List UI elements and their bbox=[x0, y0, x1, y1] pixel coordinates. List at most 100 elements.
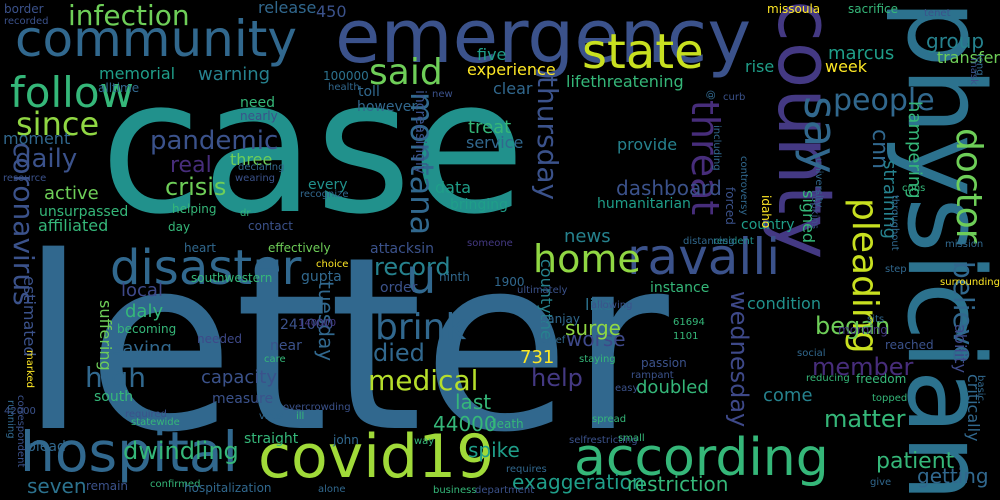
word-affiliated: affiliated bbox=[38, 216, 109, 235]
word-group: group bbox=[926, 29, 985, 53]
word-someone: someone bbox=[467, 238, 513, 249]
word-reducing: reducing bbox=[806, 373, 850, 384]
word-treat: treat bbox=[468, 117, 512, 138]
word-saying: saying bbox=[113, 338, 172, 359]
word-marcus: marcus bbox=[828, 43, 895, 64]
word-member: member bbox=[812, 353, 914, 381]
word-surrounding: surrounding bbox=[940, 277, 1000, 288]
word-doubled: doubled bbox=[636, 377, 709, 398]
word-seven: seven bbox=[27, 474, 87, 498]
word-matter: matter bbox=[824, 405, 906, 433]
word-country: country bbox=[741, 217, 795, 233]
word-high: high bbox=[85, 361, 147, 394]
word-chief: chief bbox=[541, 335, 566, 346]
word-wearing: wearing bbox=[235, 173, 276, 184]
word-helping: helping bbox=[172, 202, 217, 216]
word-news: news bbox=[564, 226, 611, 247]
word-remain: remain bbox=[86, 479, 129, 493]
word-department: department bbox=[475, 485, 535, 496]
word-community: community bbox=[15, 10, 297, 68]
word-humanitarian: humanitarian bbox=[597, 196, 691, 212]
word-southwestern: southwestern bbox=[191, 271, 273, 285]
word-worse: worse bbox=[566, 327, 626, 351]
word-health: health bbox=[328, 82, 360, 93]
word-experience: experience bbox=[467, 60, 556, 79]
word-medical: medical bbox=[368, 364, 479, 397]
word-including: including bbox=[711, 125, 722, 171]
word-doctor: doctor bbox=[948, 128, 989, 244]
word-need: need bbox=[240, 95, 275, 111]
word-capacity: capacity bbox=[201, 367, 277, 388]
word-crisis: crisis bbox=[165, 173, 227, 201]
word-thursday: thursday bbox=[531, 76, 564, 201]
word-disaster: disaster bbox=[110, 240, 302, 296]
word-alltime: alltime bbox=[98, 81, 140, 95]
word-dwindling: dwindling bbox=[123, 437, 239, 465]
word-death: death bbox=[489, 417, 524, 431]
word-record: record bbox=[374, 253, 451, 281]
word-bringing: bringing bbox=[450, 197, 508, 213]
word-100000: 100000 bbox=[323, 69, 369, 83]
word-local: local bbox=[121, 280, 163, 301]
word-according: according bbox=[574, 428, 829, 488]
word-condition: condition bbox=[747, 294, 821, 313]
word-exaggeration: exaggeration bbox=[512, 470, 645, 494]
word-hospitalization: hospitalization bbox=[184, 481, 272, 495]
word-surge: surge bbox=[565, 316, 621, 340]
word-last: last bbox=[455, 390, 492, 414]
word-memorial: memorial bbox=[99, 64, 176, 83]
word-suffering: suffering bbox=[96, 300, 115, 371]
word-42000: 42000 bbox=[4, 406, 36, 417]
word-throughout: throughout bbox=[889, 195, 900, 251]
word-sanjay: sanjay bbox=[541, 312, 580, 326]
word-daly: daly bbox=[125, 301, 164, 322]
word-confirmed: confirmed bbox=[150, 479, 201, 490]
word-recognize: recognize bbox=[300, 189, 349, 200]
word-south: south bbox=[94, 389, 134, 405]
word-controversy: controversy bbox=[738, 156, 749, 216]
word-44000: 44000 bbox=[433, 412, 497, 436]
word-cnns: cnns bbox=[902, 183, 926, 194]
word-alone: alone bbox=[318, 484, 346, 495]
word-transfer: transfer bbox=[936, 48, 1000, 67]
word-follow: follow bbox=[10, 68, 134, 117]
word-rampant: rampant bbox=[631, 370, 674, 381]
word-dashboard: dashboard bbox=[616, 176, 722, 200]
word-basic: basic bbox=[975, 375, 986, 401]
word-release: release bbox=[258, 0, 317, 17]
word-241000: 241000 bbox=[280, 317, 334, 333]
word-140000: 140000 bbox=[298, 318, 337, 329]
word-warning: warning bbox=[198, 64, 271, 85]
word-plead: plead bbox=[27, 439, 66, 455]
word-morning: morning bbox=[838, 323, 888, 337]
word-home: home bbox=[533, 237, 641, 281]
word-reached: reached bbox=[885, 338, 934, 352]
word-infection: infection bbox=[68, 0, 190, 32]
word-ninth: ninth bbox=[439, 270, 470, 284]
word-countythe: countythe bbox=[537, 259, 556, 340]
word-allowing: allowing bbox=[591, 300, 633, 311]
word-letter: letter bbox=[20, 205, 669, 485]
word-resource: resource bbox=[3, 173, 47, 184]
word-every: every bbox=[308, 177, 348, 193]
word-resident: resident bbox=[713, 236, 754, 247]
word-getting: getting bbox=[917, 464, 989, 488]
word-nearly: nearly bbox=[240, 109, 278, 123]
word-contact: contact bbox=[248, 219, 293, 233]
word-mission: mission bbox=[945, 239, 984, 250]
word-day: day bbox=[168, 220, 191, 234]
word-sacrifice: sacrifice bbox=[848, 2, 899, 16]
word-week: week bbox=[825, 57, 868, 76]
word-731: 731 bbox=[520, 347, 555, 368]
word-moment: moment bbox=[3, 129, 71, 148]
word-statewide: statewide bbox=[131, 417, 180, 428]
word-tenet: tenet bbox=[924, 8, 951, 19]
word-dr: dr bbox=[240, 208, 251, 219]
word-u: u bbox=[406, 249, 437, 305]
word-straight: straight bbox=[244, 431, 299, 447]
word-ability: ability bbox=[951, 324, 970, 374]
word-pandemic: pandemic bbox=[150, 126, 279, 156]
word-spread: spread bbox=[592, 414, 627, 425]
word-heart: heart bbox=[184, 241, 216, 255]
